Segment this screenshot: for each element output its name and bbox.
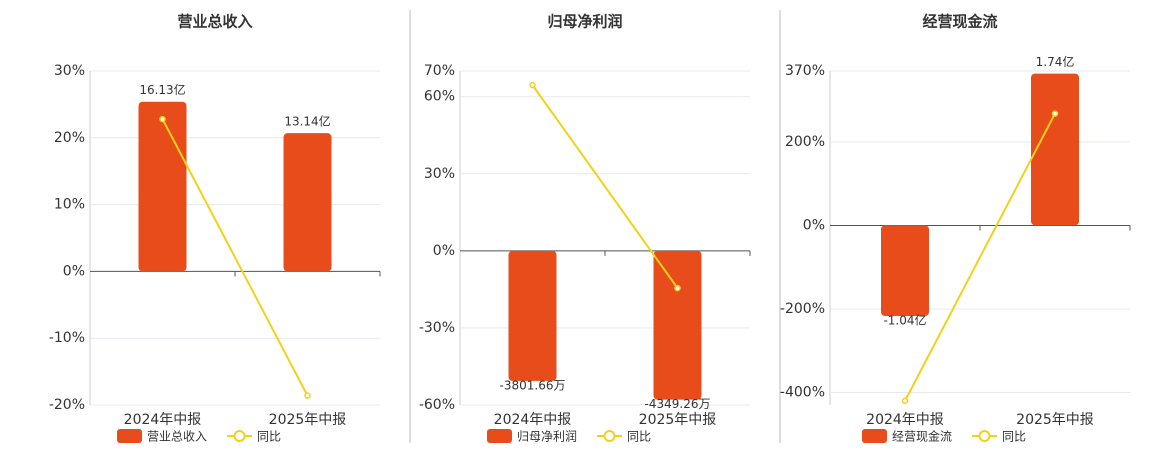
- y-tick-label: 70%: [424, 63, 455, 79]
- line: [904, 113, 1056, 402]
- y-tick-label: 0%: [803, 217, 825, 233]
- y-tick-label: -60%: [419, 397, 455, 413]
- y-tick-label: -30%: [419, 320, 455, 336]
- y-tick-label: -200%: [780, 301, 825, 317]
- legend-swatch: [862, 429, 887, 443]
- bar: [881, 225, 929, 317]
- line-point: [674, 284, 681, 292]
- x-tick-label: 2024年中报: [124, 412, 202, 428]
- x-tick-label: 2024年中报: [866, 412, 944, 428]
- line: [531, 84, 679, 289]
- data-label: -1.04亿: [883, 313, 926, 328]
- legend-swatch: [117, 429, 142, 443]
- legend-swatch: [978, 430, 991, 442]
- legend-swatch: [487, 429, 512, 443]
- legend-label: 同比: [1002, 430, 1026, 444]
- x-tick-label: 2025年中报: [269, 412, 347, 428]
- y-tick-label: 0%: [433, 243, 455, 259]
- data-label: -4349.26万: [645, 397, 711, 411]
- y-tick-label: -20%: [49, 397, 85, 413]
- line-point: [1051, 110, 1059, 117]
- legend-label: 同比: [257, 430, 281, 444]
- y-tick-label: 200%: [785, 134, 825, 150]
- x-tick-label: 2024年中报: [494, 412, 572, 428]
- y-tick-label: 30%: [424, 166, 455, 182]
- bar: [653, 250, 702, 400]
- y-tick-label: 60%: [424, 89, 455, 105]
- bar: [1031, 73, 1079, 226]
- y-tick-label: 370%: [785, 63, 825, 79]
- x-tick-label: 2025年中报: [639, 412, 717, 428]
- y-tick-label: -10%: [49, 330, 85, 346]
- legend-label: 经营现金流: [892, 429, 952, 444]
- legend-swatch: [233, 430, 246, 442]
- data-label: -3801.66万: [500, 378, 566, 392]
- line-point: [159, 115, 166, 123]
- line-point: [529, 81, 536, 89]
- chart-title: 归母净利润: [547, 13, 622, 31]
- y-tick-label: 30%: [54, 63, 85, 79]
- y-tick-label: 0%: [63, 263, 85, 279]
- legend-label: 归母净利润: [517, 430, 577, 444]
- y-tick-label: 20%: [54, 130, 85, 146]
- y-tick-label: 10%: [54, 197, 85, 213]
- legend-label: 同比: [627, 430, 651, 444]
- chart-title: 营业总收入: [177, 13, 252, 31]
- legend-label: 营业总收入: [147, 430, 207, 444]
- y-tick-label: -400%: [780, 384, 825, 400]
- data-label: 13.14亿: [284, 114, 330, 129]
- bar: [508, 250, 557, 381]
- data-label: 16.13亿: [139, 82, 185, 97]
- line: [161, 118, 309, 397]
- data-label: 1.74亿: [1036, 54, 1075, 69]
- chart-title: 经营现金流: [922, 13, 997, 31]
- bar: [138, 101, 187, 272]
- legend-swatch: [603, 430, 616, 442]
- line-point: [304, 392, 311, 399]
- line-point: [901, 397, 909, 405]
- bar: [283, 133, 332, 272]
- x-tick-label: 2025年中报: [1016, 412, 1094, 428]
